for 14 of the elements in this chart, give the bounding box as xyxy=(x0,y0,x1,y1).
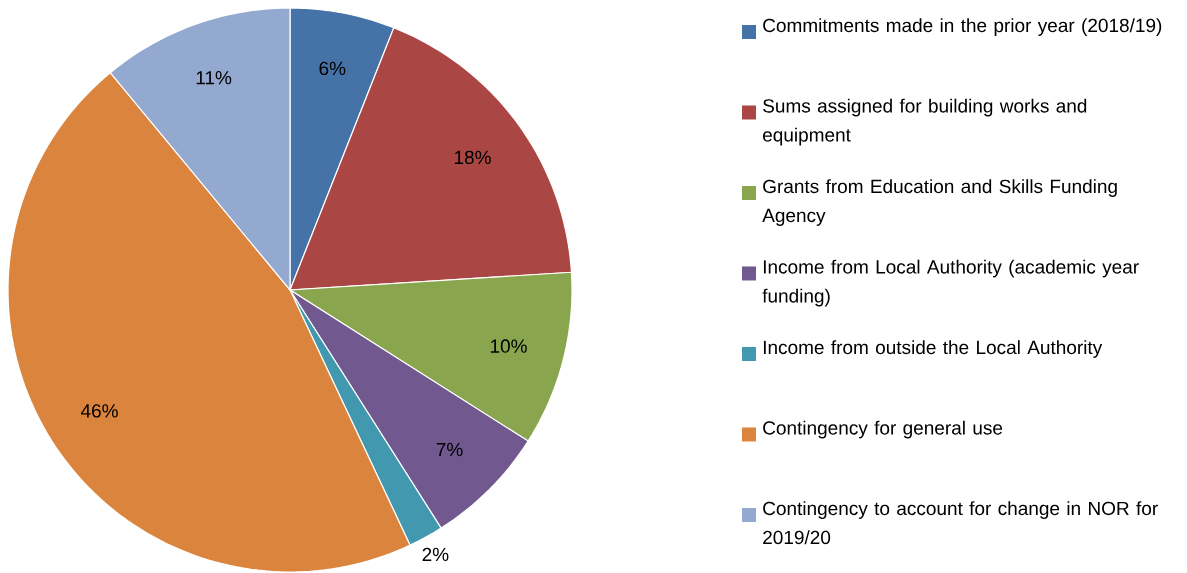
legend-label: Grants from Education and Skills Funding Agency xyxy=(762,179,1117,227)
data-label: 18% xyxy=(454,150,491,165)
data-label: 7% xyxy=(436,443,463,457)
data-label: 46% xyxy=(80,404,118,418)
legend-label: Income from outside the Local Authority xyxy=(763,340,1103,359)
legend-label: Commitments made in the prior year (2018/19) xyxy=(763,18,1162,37)
legend-label: Sums assigned for building works and equipment xyxy=(763,98,1087,146)
data-label: 6% xyxy=(319,61,346,76)
legend-label: Contingency to account for change in NOR for 2019/20 xyxy=(763,501,1158,545)
data-label: 11% xyxy=(196,71,232,85)
data-label: 10% xyxy=(490,339,527,354)
legend-label: Contingency for general use xyxy=(763,420,1003,439)
legend-label: Income from Local Authority (academic year funding) xyxy=(762,259,1139,307)
data-label: 2% xyxy=(422,547,449,562)
